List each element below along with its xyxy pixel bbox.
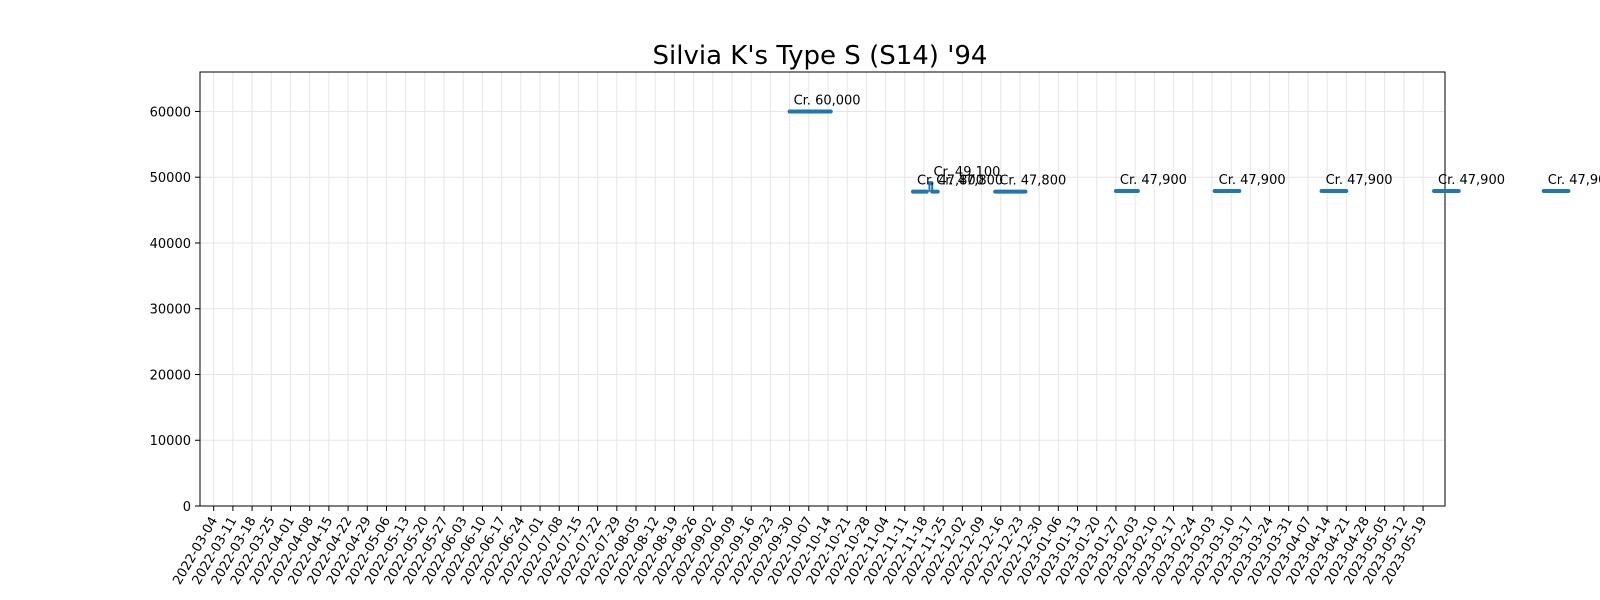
y-tick-label: 60000 [150,105,191,120]
y-tick-label: 30000 [150,303,191,318]
price-label: Cr. 47,900 [1120,173,1187,188]
y-tick-label: 10000 [150,434,191,449]
y-tick-label: 40000 [150,237,191,252]
price-label: Cr. 47,800 [999,174,1066,189]
price-series [787,109,1571,194]
price-label: Cr. 60,000 [794,93,861,108]
y-axis: 0 10000 20000 30000 40000 50000 60000 [150,105,200,515]
price-label: Cr. 47,800 [936,174,1003,189]
price-label: Cr. 47,900 [1219,173,1286,188]
chart-title: Silvia K's Type S (S14) '94 [653,41,988,71]
price-label: Cr. 47,800 [917,174,984,189]
price-label: Cr. 49,100 [933,165,1000,180]
plot-area-frame [199,71,1446,507]
price-label: Cr. 47,900 [1326,173,1393,188]
grid [200,72,1445,507]
x-axis: 2022-03-042022-03-112022-03-182022-03-25… [170,506,1431,587]
y-tick-label: 50000 [150,171,191,186]
price-label: Cr. 47,900 [1548,173,1600,188]
y-tick-label: 0 [183,500,191,515]
y-tick-label: 20000 [150,368,191,383]
price-label: Cr. 47,900 [1438,173,1505,188]
